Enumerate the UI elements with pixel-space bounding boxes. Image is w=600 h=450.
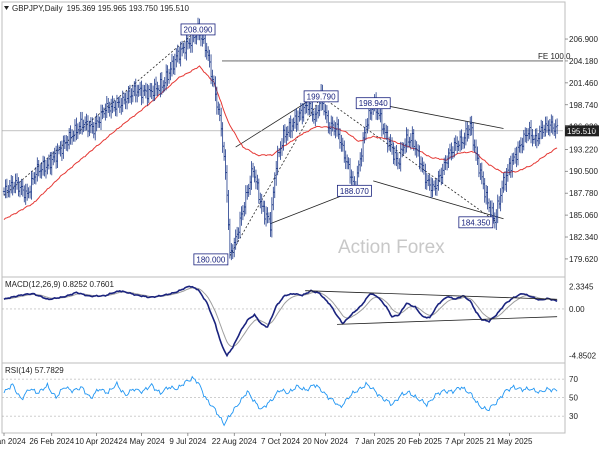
macd-title: MACD(12,26,9) 0.8252 0.7601 <box>5 280 115 289</box>
price-label-box-3 <box>336 184 372 197</box>
macd-trendline-1 <box>337 316 558 325</box>
header-separator: , <box>43 4 45 13</box>
rsi-ytick-label-0: 70 <box>569 375 578 384</box>
macd-trendline-0 <box>305 290 558 300</box>
last-price-label: 195.510 <box>567 127 596 136</box>
trend-line-4 <box>373 102 504 129</box>
price-label-0: 208.090 <box>184 25 213 34</box>
price-ytick-label-7: 187.780 <box>569 189 598 198</box>
xtick-label-1: 26 Feb 2024 <box>29 437 74 446</box>
rsi-layer <box>2 375 565 427</box>
price-ytick-label-3: 198.740 <box>569 101 598 110</box>
xtick-label-11: 21 May 2025 <box>486 437 533 446</box>
price-ytick-label-9: 182.340 <box>569 233 598 242</box>
price-label-box-4 <box>458 216 494 229</box>
rsi-pane-frame <box>1 362 566 434</box>
rsi-title: RSI(14) 57.7829 <box>5 366 64 375</box>
price-ytick-label-10: 179.620 <box>569 255 598 264</box>
price-label-4: 184.350 <box>461 218 490 227</box>
price-label-5: 180.000 <box>196 255 225 264</box>
macd-layer <box>2 285 565 358</box>
trend-line-0 <box>3 29 199 196</box>
price-layer: FE 100.0 208.090 199.790 198.940 188.070 184.… <box>2 17 571 266</box>
rsi-line <box>3 375 558 427</box>
price-label-1: 199.790 <box>307 92 336 101</box>
rsi-ytick-label-2: 30 <box>569 412 578 421</box>
header-ohlc: 195.369 195.965 193.750 195.510 <box>67 4 190 13</box>
xtick-label-9: 20 Feb 2025 <box>397 437 442 446</box>
axis-layer: 195.510 206.900 204.180 201.460 198.740 196.0… <box>0 35 599 446</box>
fe-level-label: FE 100.0 <box>538 52 571 61</box>
xtick-label-2: 10 Apr 2024 <box>75 437 119 446</box>
price-ytick-label-0: 206.900 <box>569 35 598 44</box>
xtick-label-7: 20 Nov 2024 <box>303 437 349 446</box>
price-ytick-label-2: 201.460 <box>569 79 598 88</box>
trend-line-5 <box>373 180 504 220</box>
xtick-label-5: 22 Aug 2024 <box>212 437 257 446</box>
dropdown-arrow-icon[interactable] <box>4 6 9 10</box>
xtick-label-6: 7 Oct 2024 <box>261 437 301 446</box>
price-label-box-5 <box>193 253 229 266</box>
price-ytick-label-1: 204.180 <box>569 57 598 66</box>
header-timeframe: Daily <box>45 4 63 13</box>
price-label-box-2 <box>355 97 391 110</box>
price-bars <box>2 17 559 261</box>
price-ytick-label-4: 196.020 <box>569 123 598 132</box>
xtick-label-3: 24 May 2024 <box>118 437 165 446</box>
macd-ytick-label-1: 0.00 <box>569 305 585 314</box>
header-symbol: GBPJPY <box>12 4 44 13</box>
xtick-label-8: 7 Jan 2025 <box>355 437 395 446</box>
price-label-3: 188.070 <box>340 187 369 196</box>
last-price-badge <box>565 125 599 137</box>
macd-ytick-label-0: 2.3345 <box>569 282 594 291</box>
xtick-label-0: 11 Jan 2024 <box>0 437 26 446</box>
price-label-2: 198.940 <box>359 99 388 108</box>
rsi-ytick-label-1: 50 <box>569 394 578 403</box>
xtick-label-4: 9 Jul 2024 <box>169 437 206 446</box>
price-label-box-0 <box>180 23 216 36</box>
price-ytick-label-6: 190.500 <box>569 167 598 176</box>
price-ytick-label-5: 193.220 <box>569 145 598 154</box>
chart-header: GBPJPY,Daily 195.369 195.965 193.750 195.… <box>12 4 189 13</box>
price-label-box-1 <box>303 90 339 103</box>
macd-line <box>3 285 558 358</box>
xtick-label-10: 7 Apr 2025 <box>445 437 484 446</box>
macd-ytick-label-2: -4.8502 <box>569 352 597 361</box>
trend-line-1 <box>229 96 322 257</box>
price-ytick-label-8: 185.060 <box>569 211 598 220</box>
watermark: Action Forex <box>338 237 445 258</box>
